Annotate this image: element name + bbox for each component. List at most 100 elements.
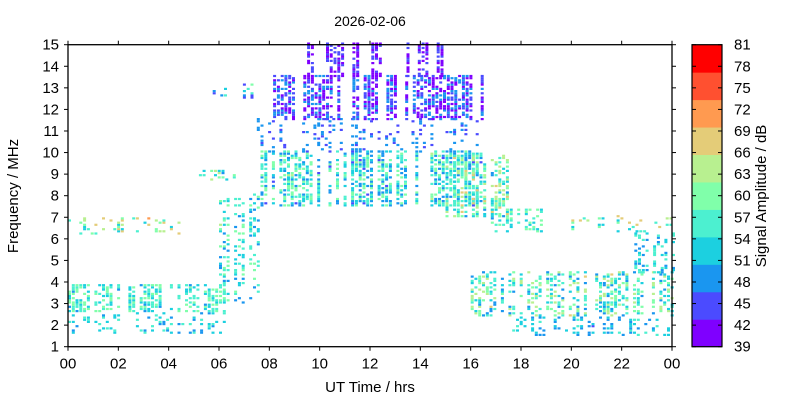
data-cell — [434, 163, 438, 166]
data-cell — [358, 163, 362, 166]
data-cell — [162, 230, 166, 233]
data-cell — [290, 187, 294, 190]
data-cell — [224, 87, 227, 90]
data-cell — [458, 115, 462, 119]
data-cell — [461, 96, 465, 99]
data-cell — [610, 277, 614, 280]
data-cell — [317, 178, 321, 181]
data-cell — [400, 148, 404, 151]
data-cell — [412, 111, 416, 114]
data-cell — [147, 292, 151, 295]
data-cell — [256, 230, 260, 233]
data-cell — [572, 331, 576, 334]
data-cell — [351, 165, 355, 168]
data-cell — [532, 225, 536, 229]
data-cell — [132, 297, 136, 300]
data-cell — [583, 312, 587, 315]
data-cell — [151, 310, 154, 313]
data-cell — [310, 102, 314, 106]
data-cell — [527, 284, 531, 287]
data-cell — [443, 100, 446, 103]
data-cell — [362, 182, 366, 185]
data-cell — [523, 318, 527, 321]
data-cell — [381, 187, 385, 190]
colorbar-tick-label: 81 — [734, 37, 751, 54]
data-cell — [75, 301, 79, 304]
data-cell — [337, 79, 341, 82]
data-cell — [672, 253, 675, 257]
data-cell — [102, 294, 105, 298]
data-cell — [177, 284, 181, 287]
data-cell — [490, 215, 494, 218]
data-cell — [75, 286, 79, 289]
data-cell — [445, 206, 449, 209]
data-cell — [200, 331, 204, 334]
data-cell — [386, 113, 390, 116]
data-cell — [287, 172, 290, 175]
data-cell — [260, 197, 264, 201]
data-cell — [367, 118, 371, 121]
data-cell — [438, 174, 441, 177]
data-cell — [75, 290, 79, 293]
data-cell — [79, 303, 83, 306]
data-cell — [298, 167, 302, 170]
data-cell — [450, 90, 454, 93]
data-cell — [307, 55, 311, 58]
data-cell — [370, 193, 373, 196]
data-cell — [587, 331, 591, 334]
data-cell — [273, 105, 277, 108]
data-cell — [222, 245, 226, 248]
data-cell — [431, 102, 435, 106]
data-cell — [469, 115, 473, 119]
data-cell — [253, 225, 256, 229]
data-cell — [516, 318, 519, 321]
data-cell — [280, 79, 284, 82]
data-cell — [449, 180, 453, 183]
data-cell — [565, 329, 568, 332]
data-cell — [464, 182, 468, 185]
data-cell — [326, 79, 329, 82]
data-cell — [445, 202, 449, 205]
data-cell — [659, 282, 663, 285]
data-cell — [445, 204, 449, 207]
data-cell — [83, 316, 87, 319]
data-cell — [283, 143, 287, 147]
data-cell — [634, 260, 638, 263]
data-cell — [352, 118, 356, 121]
data-cell — [461, 77, 465, 80]
data-cell — [669, 217, 673, 220]
data-cell — [396, 165, 400, 168]
x-tick-label: 14 — [412, 356, 429, 373]
data-cell — [351, 154, 355, 157]
data-cell — [298, 204, 302, 207]
data-cell — [628, 221, 631, 224]
data-cell — [470, 275, 474, 278]
data-cell — [629, 325, 633, 328]
data-cell — [464, 152, 468, 155]
data-cell — [333, 70, 337, 73]
data-cell — [336, 197, 339, 201]
data-cell — [415, 191, 419, 194]
data-cell — [366, 150, 370, 153]
data-cell — [464, 124, 468, 127]
data-cell — [367, 83, 371, 86]
data-cell — [113, 314, 117, 317]
data-cell — [288, 100, 292, 103]
data-cell — [475, 193, 479, 196]
data-cell — [443, 77, 446, 80]
data-cell — [367, 90, 371, 93]
data-cell — [222, 275, 226, 278]
x-tick-label: 12 — [362, 356, 379, 373]
data-cell — [498, 200, 502, 203]
data-cell — [326, 46, 329, 50]
data-cell — [375, 100, 378, 103]
data-cell — [94, 223, 98, 226]
data-cell — [377, 193, 381, 196]
data-cell — [385, 176, 389, 179]
data-cell — [390, 77, 394, 80]
data-cell — [427, 98, 431, 101]
data-cell — [203, 290, 207, 293]
data-cell — [358, 184, 362, 188]
data-cell — [329, 70, 333, 73]
data-cell — [656, 243, 660, 246]
